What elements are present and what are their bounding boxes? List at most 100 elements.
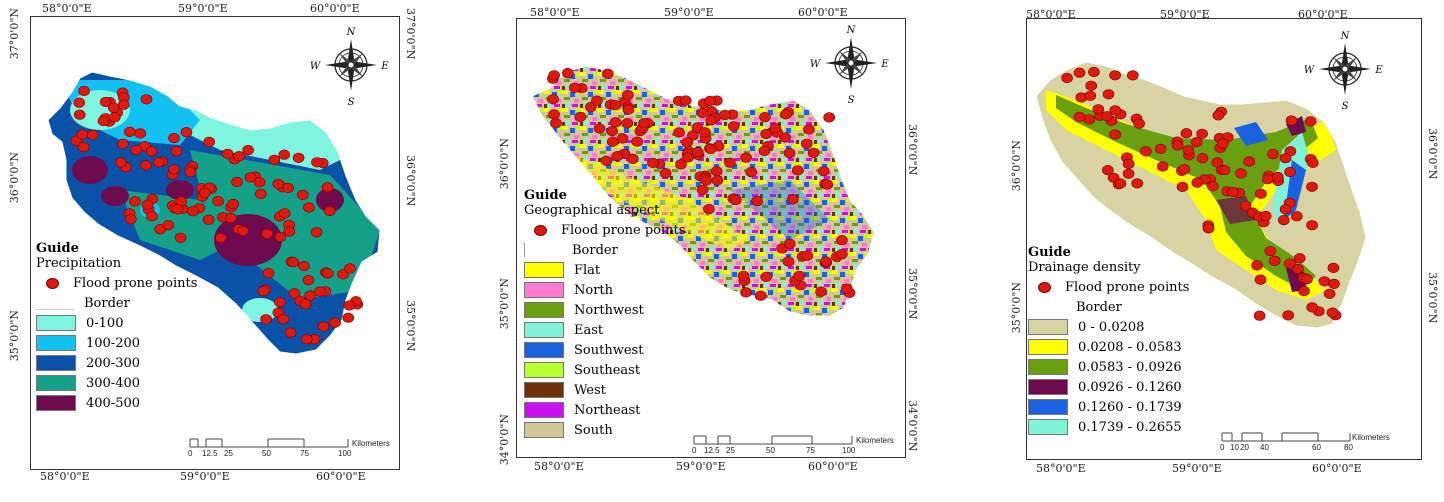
flood-point bbox=[1088, 66, 1100, 78]
scale-tick: 25 bbox=[224, 449, 233, 458]
flood-point bbox=[1109, 129, 1121, 140]
flood-point bbox=[696, 184, 709, 195]
flood-point bbox=[304, 290, 317, 301]
flood-point bbox=[1102, 89, 1115, 100]
legend-class: West bbox=[524, 380, 685, 400]
flood-point bbox=[303, 202, 315, 213]
flood-point bbox=[803, 124, 815, 135]
flood-point bbox=[278, 208, 291, 219]
flood-point bbox=[1122, 168, 1135, 179]
legend-swatch bbox=[524, 262, 564, 278]
lon-label-top: 59°0'0"E bbox=[1160, 8, 1210, 21]
flood-point bbox=[609, 117, 622, 128]
flood-point bbox=[317, 321, 330, 332]
flood-point bbox=[124, 126, 136, 137]
flood-point bbox=[288, 288, 301, 299]
flood-point bbox=[140, 94, 153, 105]
flood-point bbox=[1284, 166, 1296, 178]
flood-point bbox=[300, 334, 313, 345]
legend-class: 0.1260 - 0.1739 bbox=[1028, 397, 1189, 417]
flood-point bbox=[1271, 171, 1284, 182]
flood-point bbox=[1191, 177, 1204, 188]
scale-tick: 80 bbox=[1344, 443, 1353, 452]
flood-point bbox=[807, 147, 820, 158]
scale-tick: 12.5 bbox=[202, 449, 218, 458]
legend-class: 0-100 bbox=[36, 313, 197, 333]
flood-point bbox=[820, 256, 832, 267]
flood-point bbox=[682, 152, 694, 163]
flood-point bbox=[344, 263, 356, 274]
scale-tick: 75 bbox=[806, 446, 815, 455]
flood-point bbox=[783, 238, 796, 249]
flood-point bbox=[153, 157, 165, 168]
scale-bar: 0 10 20 40 60 80 Kilometers bbox=[1220, 431, 1430, 452]
flood-point bbox=[754, 290, 767, 301]
flood-point bbox=[783, 148, 796, 159]
flood-point bbox=[1255, 188, 1267, 199]
compass-s: S bbox=[848, 95, 855, 106]
flood-point bbox=[647, 157, 659, 168]
flood-point bbox=[719, 109, 731, 121]
lon-label-bottom: 60°0'0"E bbox=[808, 460, 858, 473]
flood-point bbox=[705, 115, 718, 126]
legend-class: Southeast bbox=[524, 360, 685, 380]
flood-point bbox=[659, 168, 672, 179]
flood-point bbox=[574, 111, 587, 122]
flood-point bbox=[769, 123, 782, 134]
flood-point bbox=[134, 128, 146, 139]
flood-point bbox=[1292, 264, 1304, 275]
flood-point bbox=[272, 178, 285, 189]
compass-w: W bbox=[1304, 65, 1315, 76]
flood-point bbox=[311, 157, 323, 168]
flood-point bbox=[302, 275, 315, 286]
flood-point bbox=[145, 146, 158, 157]
flood-point-marker-icon bbox=[46, 277, 59, 289]
flood-point bbox=[180, 127, 193, 138]
flood-points bbox=[70, 85, 364, 345]
flood-point bbox=[675, 159, 687, 170]
flood-point bbox=[1279, 153, 1292, 164]
flood-point bbox=[274, 297, 286, 308]
flood-point bbox=[791, 165, 804, 176]
legend-subtitle: Drainage density bbox=[1028, 260, 1141, 275]
flood-point bbox=[745, 167, 758, 178]
legend-item-border: Border bbox=[524, 240, 685, 260]
flood-point bbox=[73, 109, 86, 120]
flood-point bbox=[184, 167, 197, 178]
flood-point bbox=[221, 148, 234, 159]
compass-rose-icon: N S E W bbox=[810, 25, 889, 106]
border-line-icon bbox=[36, 296, 74, 310]
legend-class: 0.0583 - 0.0926 bbox=[1028, 357, 1189, 377]
flood-point bbox=[1285, 115, 1298, 126]
legend-swatch bbox=[524, 382, 564, 398]
flood-point bbox=[215, 232, 227, 243]
flood-point bbox=[202, 214, 215, 225]
flood-point bbox=[342, 312, 355, 323]
flood-point bbox=[1133, 118, 1145, 129]
flood-point bbox=[1259, 210, 1272, 222]
flood-point bbox=[314, 286, 326, 297]
flood-point bbox=[1267, 149, 1279, 160]
flood-point bbox=[130, 145, 143, 156]
flood-point bbox=[550, 118, 562, 129]
flood-point bbox=[1268, 255, 1281, 267]
scale-unit: Kilometers bbox=[856, 436, 894, 445]
lat-label-right: 36°0'0"N bbox=[404, 155, 417, 207]
legend-title: Guide bbox=[524, 188, 567, 203]
compass-n: N bbox=[846, 25, 857, 36]
legend-title: Guide bbox=[36, 241, 79, 256]
lon-label-bottom: 58°0'0"E bbox=[40, 470, 90, 483]
legend-class: South bbox=[524, 420, 685, 440]
flood-point bbox=[602, 68, 614, 79]
legend-swatch bbox=[36, 335, 76, 351]
flood-point bbox=[1156, 161, 1169, 172]
flood-point bbox=[700, 175, 713, 186]
lat-label-right: 36°0'0"N bbox=[1426, 128, 1439, 180]
legend-class: 0.0208 - 0.0583 bbox=[1028, 337, 1189, 357]
flood-point bbox=[1318, 276, 1331, 287]
flood-point bbox=[1154, 143, 1167, 154]
flood-point bbox=[141, 199, 154, 210]
scale-tick: 0 bbox=[692, 446, 697, 455]
flood-point bbox=[787, 194, 799, 205]
flood-point bbox=[1282, 310, 1295, 321]
